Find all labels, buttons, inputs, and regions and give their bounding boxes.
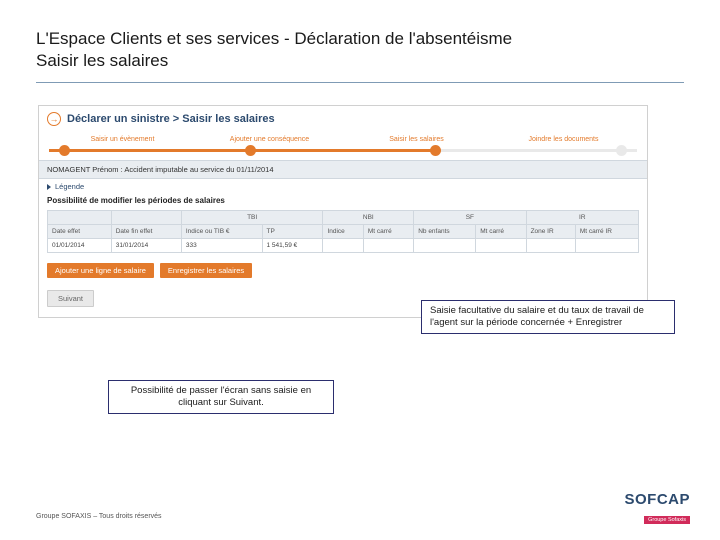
salary-table-wrap: TBI NBI SF IR Date effet Date fin effet …	[39, 210, 647, 257]
cell-0-5[interactable]	[363, 239, 413, 253]
step-label-1[interactable]: Ajouter une conséquence	[196, 136, 343, 143]
step-line	[49, 149, 637, 152]
agent-info-row: NOMAGENT Prénom : Accident imputable au …	[39, 160, 647, 179]
breadcrumb-text: Déclarer un sinistre > Saisir les salair…	[67, 113, 275, 125]
cell-0-3[interactable]: 1 541,59 €	[262, 239, 323, 253]
table-group-header-row: TBI NBI SF IR	[48, 211, 639, 225]
col-h-3: TP	[262, 225, 323, 239]
title-underline	[36, 82, 684, 83]
cell-0-7[interactable]	[476, 239, 526, 253]
logo-sub: Groupe Sofaxis	[644, 516, 690, 524]
legend-label: Légende	[55, 182, 84, 191]
breadcrumb: → Déclarer un sinistre > Saisir les sala…	[39, 106, 647, 130]
grp-h-3: NBI	[323, 211, 414, 225]
grp-h-0	[48, 211, 112, 225]
table-row[interactable]: 01/01/2014 31/01/2014 333 1 541,59 €	[48, 239, 639, 253]
step-dot-0	[59, 145, 70, 156]
cell-0-2[interactable]: 333	[181, 239, 262, 253]
grp-h-2: TBI	[181, 211, 323, 225]
cell-0-8[interactable]	[526, 239, 575, 253]
col-h-9: Mt carré IR	[575, 225, 638, 239]
footer-copyright: Groupe SOFAXIS – Tous droits réservés	[36, 513, 162, 520]
step-dot-1	[245, 145, 256, 156]
legend-row[interactable]: Légende	[39, 179, 647, 194]
grp-h-4: SF	[414, 211, 526, 225]
col-h-1: Date fin effet	[111, 225, 181, 239]
slide-title-line1: L'Espace Clients et ses services - Décla…	[36, 29, 512, 48]
save-salaries-button[interactable]: Enregistrer les salaires	[160, 263, 252, 278]
breadcrumb-arrow-icon: →	[47, 112, 61, 126]
col-h-8: Zone IR	[526, 225, 575, 239]
action-buttons-row: Ajouter une ligne de salaire Enregistrer…	[39, 257, 647, 284]
salary-table: TBI NBI SF IR Date effet Date fin effet …	[47, 210, 639, 253]
legend-triangle-icon	[47, 184, 51, 190]
add-salary-line-button[interactable]: Ajouter une ligne de salaire	[47, 263, 154, 278]
section-title: Possibilité de modifier les périodes de …	[39, 194, 647, 210]
cell-0-9[interactable]	[575, 239, 638, 253]
step-label-3[interactable]: Joindre les documents	[490, 136, 637, 143]
step-label-0[interactable]: Saisir un évènement	[49, 136, 196, 143]
slide-title: L'Espace Clients et ses services - Décla…	[36, 28, 684, 72]
callout-save: Saisie facultative du salaire et du taux…	[421, 300, 675, 334]
next-button[interactable]: Suivant	[47, 290, 94, 307]
step-dot-3	[616, 145, 627, 156]
step-label-2[interactable]: Saisir les salaires	[343, 136, 490, 143]
grp-h-5: IR	[526, 211, 638, 225]
cell-0-0[interactable]: 01/01/2014	[48, 239, 112, 253]
app-screenshot: → Déclarer un sinistre > Saisir les sala…	[38, 105, 648, 318]
slide-title-line2: Saisir les salaires	[36, 51, 168, 70]
cell-0-6[interactable]	[414, 239, 476, 253]
logo-brand: SOFCAP	[624, 491, 690, 508]
col-h-0: Date effet	[48, 225, 112, 239]
step-dot-2	[430, 145, 441, 156]
col-h-5: Mt carré	[363, 225, 413, 239]
col-h-7: Mt carré	[476, 225, 526, 239]
cell-0-1[interactable]: 31/01/2014	[111, 239, 181, 253]
callout-skip: Possibilité de passer l'écran sans saisi…	[108, 380, 334, 414]
cell-0-4[interactable]	[323, 239, 363, 253]
col-h-4: Indice	[323, 225, 363, 239]
col-h-6: Nb enfants	[414, 225, 476, 239]
logo: SOFCAP Groupe Sofaxis	[624, 491, 690, 526]
col-h-2: Indice ou TIB €	[181, 225, 262, 239]
grp-h-1	[111, 211, 181, 225]
table-header-row: Date effet Date fin effet Indice ou TIB …	[48, 225, 639, 239]
